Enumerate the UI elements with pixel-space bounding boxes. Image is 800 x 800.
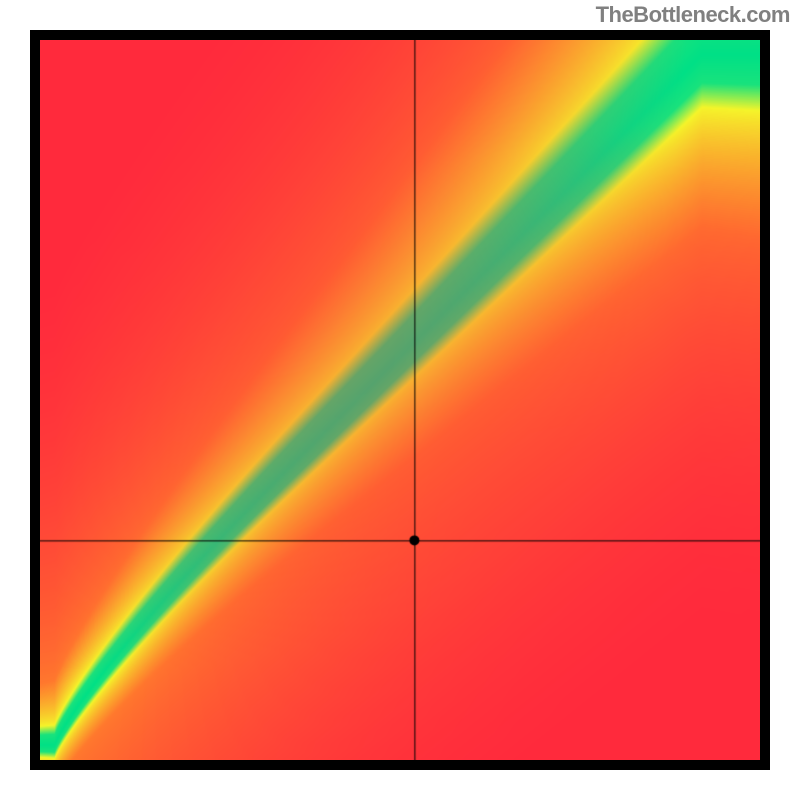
watermark-text: TheBottleneck.com [596,2,790,28]
chart-container: TheBottleneck.com [0,0,800,800]
chart-frame [30,30,770,770]
heatmap-plot [40,40,760,760]
